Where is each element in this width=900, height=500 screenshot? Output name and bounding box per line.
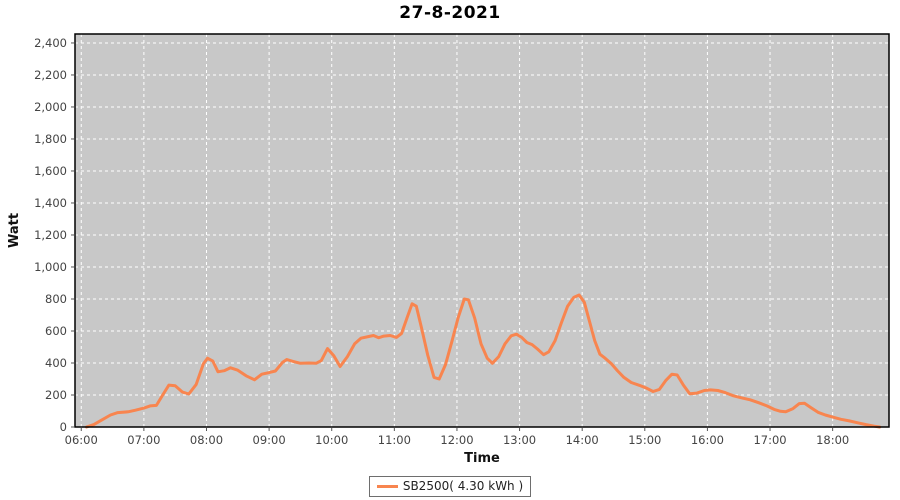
x-tick-label: 10:00 <box>315 433 348 447</box>
legend-line-swatch <box>376 484 398 488</box>
x-tick-label: 12:00 <box>440 433 473 447</box>
x-tick-label: 16:00 <box>691 433 724 447</box>
y-tick-label: 2,400 <box>34 36 67 50</box>
y-tick-label: 400 <box>45 356 67 370</box>
x-tick-label: 09:00 <box>253 433 286 447</box>
plot-svg: 06:00 07:00 08:00 09:00 10:00 11:00 12:00 13:00… <box>7 33 890 466</box>
y-tick-label: 0 <box>60 420 67 434</box>
y-tick-label: 1,600 <box>34 164 67 178</box>
y-tick-label: 2,000 <box>34 100 67 114</box>
y-tick-label: 1,200 <box>34 228 67 242</box>
y-tick-label: 600 <box>45 324 67 338</box>
x-tick-label: 07:00 <box>127 433 160 447</box>
plot-area <box>75 34 889 427</box>
x-tick-label: 14:00 <box>566 433 599 447</box>
chart-title: 27-8-2021 <box>399 3 501 23</box>
legend: SB2500( 4.30 kWh ) <box>0 476 900 497</box>
y-tick-label: 2,200 <box>34 68 67 82</box>
y-tick-label: 1,000 <box>34 260 67 274</box>
x-tick-label: 11:00 <box>378 433 411 447</box>
plot-border <box>74 33 890 428</box>
x-axis-label: Time <box>464 451 500 466</box>
y-tick-label: 800 <box>45 292 67 306</box>
series-line-sb2500 <box>85 293 882 429</box>
x-tick-label: 17:00 <box>753 433 786 447</box>
x-tick-label: 06:00 <box>65 433 98 447</box>
y-tick-label: 1,400 <box>34 196 67 210</box>
x-tick-label: 13:00 <box>503 433 536 447</box>
y-tick-label: 1,800 <box>34 132 67 146</box>
x-tick-label: 15:00 <box>628 433 661 447</box>
y-axis-label: Watt <box>7 213 22 248</box>
x-tick-label: 08:00 <box>190 433 223 447</box>
y-tick-label: 200 <box>45 388 67 402</box>
legend-label: SB2500( 4.30 kWh ) <box>402 479 524 493</box>
x-tick-label: 18:00 <box>816 433 849 447</box>
legend-box: SB2500( 4.30 kWh ) <box>368 476 532 497</box>
